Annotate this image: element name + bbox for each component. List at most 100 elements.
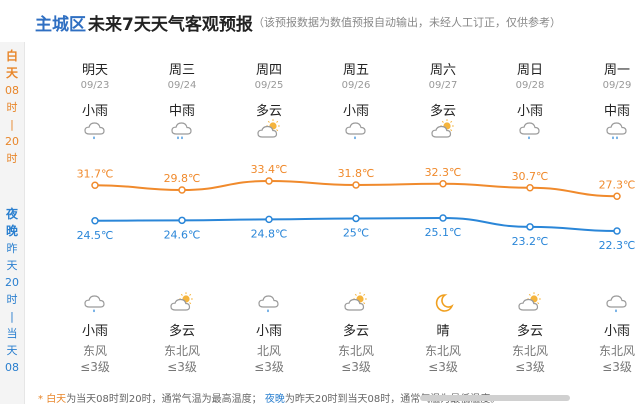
partly-cloudy-icon <box>344 292 367 311</box>
wind-direction: 东风 <box>82 344 107 358</box>
sidebar-char: 20 <box>5 276 19 289</box>
footer-day-label: 白天 <box>46 394 67 405</box>
day-condition: 小雨 <box>81 104 108 119</box>
wind-level: ≤3级 <box>428 360 458 374</box>
period-sidebar: 白天 08 时 | 20 时 夜晚昨天 20 时 | 当天 08 <box>0 42 25 404</box>
wind-direction: 东北风 <box>163 344 200 358</box>
wind-level: ≤3级 <box>80 360 110 374</box>
wind-level: ≤3级 <box>602 360 632 374</box>
wind-level: ≤3级 <box>515 360 545 374</box>
sidebar-char: 天 <box>6 344 18 357</box>
sidebar-char: 08 <box>5 84 19 97</box>
footer-night-text: 为昨天20时到当天08时，通常气温为最低温度。 <box>284 394 501 405</box>
day-name: 周五 <box>342 63 369 78</box>
footer-star: * <box>38 394 43 405</box>
partly-cloudy-icon <box>431 119 454 138</box>
forecast-day-column: 明天 09/23 小雨 小雨 东风 ≤3级 <box>51 55 139 404</box>
wind-direction: 东北风 <box>511 344 548 358</box>
day-name: 周三 <box>168 63 195 78</box>
day-name: 周四 <box>255 63 282 78</box>
partly-cloudy-icon <box>257 119 280 138</box>
day-date: 09/26 <box>341 80 371 91</box>
day-condition: 多云 <box>429 104 456 119</box>
day-date: 09/25 <box>254 80 284 91</box>
horizontal-scrollbar[interactable] <box>420 395 570 401</box>
night-condition: 多云 <box>342 324 369 339</box>
footer-day-text: 为当天08时到20时，通常气温为最高温度； <box>66 394 262 405</box>
day-date: 09/27 <box>428 80 458 91</box>
wind-info: 东北风 ≤3级 <box>138 343 226 375</box>
wind-info: 东风 ≤3级 <box>51 343 139 375</box>
sidebar-char: 昨 <box>6 242 18 255</box>
day-condition: 中雨 <box>168 104 195 119</box>
forecast-day-column: 周五 09/26 小雨多云东北风 ≤3级 <box>312 55 400 404</box>
sidebar-char: 天 <box>5 66 18 80</box>
day-name: 周六 <box>429 63 456 78</box>
moderate-rain-icon <box>606 122 627 140</box>
night-condition: 多云 <box>168 324 195 339</box>
sidebar-day-label: 白天 08 时 | 20 时 <box>0 48 24 167</box>
footer-night-label: 夜晚 <box>264 394 285 405</box>
light-rain-icon <box>258 295 279 313</box>
night-condition: 晴 <box>436 324 450 339</box>
sidebar-char: 天 <box>6 259 18 272</box>
night-condition: 多云 <box>516 324 543 339</box>
light-rain-icon <box>519 122 540 140</box>
day-name: 周一 <box>603 63 630 78</box>
wind-direction: 东北风 <box>424 344 461 358</box>
wind-direction: 北风 <box>256 344 281 358</box>
sidebar-night-label: 夜晚昨天 20 时 | 当天 08 <box>0 206 24 376</box>
wind-direction: 东北风 <box>337 344 374 358</box>
wind-direction: 东北风 <box>598 344 635 358</box>
partly-cloudy-icon <box>518 292 541 311</box>
day-condition: 多云 <box>255 104 282 119</box>
light-rain-icon <box>345 122 366 140</box>
forecast-day-column: 周日 09/28 小雨多云东北风 ≤3级 <box>486 55 574 404</box>
day-condition: 中雨 <box>603 104 630 119</box>
wind-info: 东北风 ≤3级 <box>312 343 400 375</box>
sidebar-char: 夜 <box>5 207 18 221</box>
day-date: 09/29 <box>602 80 632 91</box>
sidebar-char: 晚 <box>5 224 18 238</box>
day-name: 明天 <box>81 63 108 78</box>
day-condition: 小雨 <box>342 104 369 119</box>
night-condition: 小雨 <box>81 324 108 339</box>
forecast-day-column: 周六 09/27 多云晴东北风 ≤3级 <box>399 55 487 404</box>
light-rain-icon <box>84 295 105 313</box>
light-rain-icon <box>606 295 627 313</box>
sidebar-char: 白 <box>5 49 18 63</box>
sidebar-char: | <box>10 118 14 131</box>
day-date: 09/23 <box>80 80 110 91</box>
sidebar-char: 时 <box>6 101 18 114</box>
wind-info: 东北风 ≤3级 <box>486 343 574 375</box>
moderate-rain-icon <box>171 122 192 140</box>
wind-level: ≤3级 <box>254 360 284 374</box>
day-name: 周日 <box>516 63 543 78</box>
forecast-day-column: 周一 09/29 中雨 小雨 东北风 ≤3级 <box>573 55 640 404</box>
sidebar-char: 当 <box>6 327 18 340</box>
partly-cloudy-icon <box>170 292 193 311</box>
page-subtitle: （该预报数据为数值预报自动输出，未经人工订正，仅供参考） <box>253 16 561 29</box>
night-condition: 小雨 <box>255 324 282 339</box>
sidebar-char: 时 <box>6 152 18 165</box>
sidebar-char: 08 <box>5 361 19 374</box>
footer-note: * 白天为当天08时到20时，通常气温为最高温度； 夜晚为昨天20时到当天08时… <box>38 390 500 405</box>
moon-icon <box>435 294 454 312</box>
header: 主城区 未来7天天气客观预报 （该预报数据为数值预报自动输出，未经人工订正，仅供… <box>0 0 640 42</box>
wind-info: 北风 ≤3级 <box>225 343 313 375</box>
forecast-day-column: 周三 09/24 中雨多云东北风 ≤3级 <box>138 55 226 404</box>
sidebar-char: 20 <box>5 135 19 148</box>
day-date: 09/28 <box>515 80 545 91</box>
wind-level: ≤3级 <box>341 360 371 374</box>
wind-info: 东北风 ≤3级 <box>573 343 640 375</box>
page-title: 未来7天天气客观预报 <box>88 15 253 35</box>
sidebar-char: | <box>10 310 14 323</box>
region-name[interactable]: 主城区 <box>35 15 86 35</box>
wind-level: ≤3级 <box>167 360 197 374</box>
day-condition: 小雨 <box>516 104 543 119</box>
forecast-day-column: 周四 09/25 多云小雨北风 ≤3级 <box>225 55 313 404</box>
day-date: 09/24 <box>167 80 197 91</box>
sidebar-char: 时 <box>6 293 18 306</box>
wind-info: 东北风 ≤3级 <box>399 343 487 375</box>
light-rain-icon <box>84 122 105 140</box>
